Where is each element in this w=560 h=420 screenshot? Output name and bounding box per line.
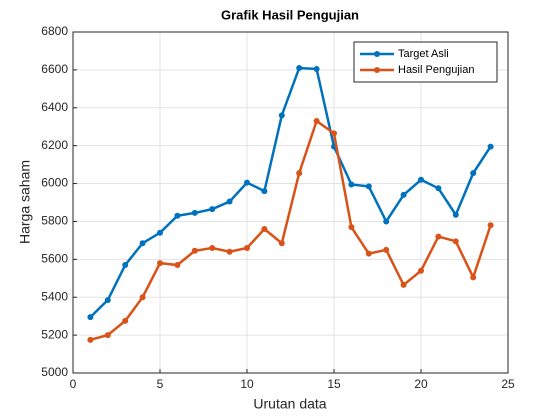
x-tick-label: 20	[414, 377, 428, 391]
data-point	[278, 112, 285, 119]
data-point	[174, 212, 181, 219]
data-point	[313, 118, 320, 125]
y-tick-label: 5800	[41, 214, 68, 228]
x-tick-label: 10	[240, 377, 254, 391]
y-axis-label: Harga saham	[17, 160, 33, 244]
series-line	[89, 66, 492, 319]
data-point	[383, 218, 390, 225]
data-point	[348, 181, 355, 188]
data-point	[209, 244, 216, 251]
data-point	[191, 247, 198, 254]
y-tick-label: 5200	[41, 327, 68, 341]
data-point	[87, 314, 94, 321]
data-point	[383, 246, 390, 253]
data-point	[191, 209, 198, 216]
data-point	[87, 336, 94, 343]
data-point	[226, 198, 233, 205]
data-point	[418, 176, 424, 183]
data-point	[365, 250, 372, 257]
x-tick-label: 5	[157, 377, 164, 391]
data-point	[331, 130, 337, 137]
data-point	[209, 206, 216, 213]
x-tick-label: 15	[327, 377, 341, 391]
y-tick-label: 6800	[41, 24, 68, 38]
data-point	[157, 260, 163, 267]
data-point	[487, 222, 494, 229]
legend-box	[353, 41, 498, 83]
data-point	[122, 262, 129, 269]
x-tick-label: 25	[501, 377, 515, 391]
data-point	[470, 274, 477, 281]
y-tick-label: 5000	[41, 365, 68, 379]
data-point	[313, 65, 320, 72]
series-line	[90, 119, 492, 342]
data-point	[157, 229, 163, 236]
y-tick-label: 6200	[41, 138, 68, 152]
data-point	[104, 297, 111, 304]
data-point	[452, 238, 459, 245]
y-tick-label: 5600	[41, 252, 68, 266]
data-point	[365, 183, 372, 190]
data-point	[400, 191, 407, 198]
plot-frame	[72, 31, 509, 374]
data-point	[418, 267, 424, 274]
y-tick-label: 6600	[41, 62, 68, 76]
y-tick-label: 6000	[41, 176, 68, 190]
x-tick-label: 0	[70, 377, 77, 391]
data-point	[244, 179, 250, 186]
x-axis-label: Urutan data	[253, 396, 326, 412]
legend-label: Hasil Pengujian	[398, 64, 474, 76]
data-point	[296, 64, 303, 71]
data-point	[104, 332, 111, 339]
data-point	[435, 233, 442, 240]
data-point	[226, 248, 233, 255]
data-point	[348, 224, 355, 231]
data-point	[244, 244, 250, 251]
chart-title: Grafik Hasil Pengujian	[221, 7, 359, 22]
data-point	[296, 170, 303, 177]
data-point	[139, 240, 146, 247]
y-tick-label: 6400	[41, 100, 68, 114]
data-point	[435, 185, 442, 192]
legend-marker	[374, 67, 380, 73]
data-point	[470, 170, 477, 177]
data-point	[278, 240, 285, 247]
data-point	[400, 281, 407, 288]
data-point	[122, 317, 129, 324]
data-point	[174, 262, 181, 269]
legend-label: Target Asli	[398, 48, 449, 60]
legend-marker	[374, 51, 380, 57]
data-point	[261, 188, 268, 195]
y-tick-label: 5400	[41, 289, 68, 303]
data-point	[487, 143, 494, 150]
data-point	[452, 211, 459, 218]
data-point	[261, 226, 268, 233]
data-point	[139, 294, 146, 301]
